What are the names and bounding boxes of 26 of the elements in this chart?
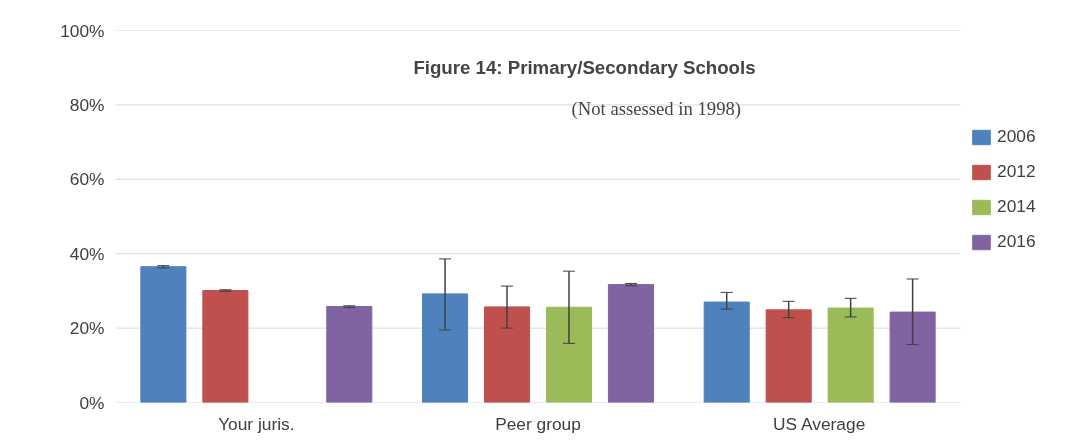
y-tick-label: 60% [69,169,105,190]
x-tick-label: Peer group [495,413,581,434]
bar [703,301,750,403]
bar [483,306,531,403]
bar [827,307,874,403]
x-tick-label: US Average [773,413,866,434]
legend-label: 2006 [997,126,1036,147]
y-tick-label: 100% [60,20,105,41]
x-tick-label: Your juris. [218,413,295,434]
text: (Not assessed in 1998) [571,98,742,121]
bar [545,306,593,403]
legend-label: 2014 [997,196,1036,217]
bar [607,284,654,403]
bar [326,306,373,403]
bar [422,293,469,403]
y-tick-label: 0% [79,392,105,413]
y-tick-label: 40% [69,243,105,264]
legend-label: 2016 [997,231,1036,252]
bar [140,266,187,403]
y-tick-label: 20% [69,318,105,339]
legend-label: 2012 [997,161,1036,182]
bar [889,311,936,403]
bar [765,309,812,403]
text: Figure 14: Primary/Secondary Schools [413,57,756,79]
bar [202,290,249,403]
y-tick-label: 80% [69,94,105,115]
